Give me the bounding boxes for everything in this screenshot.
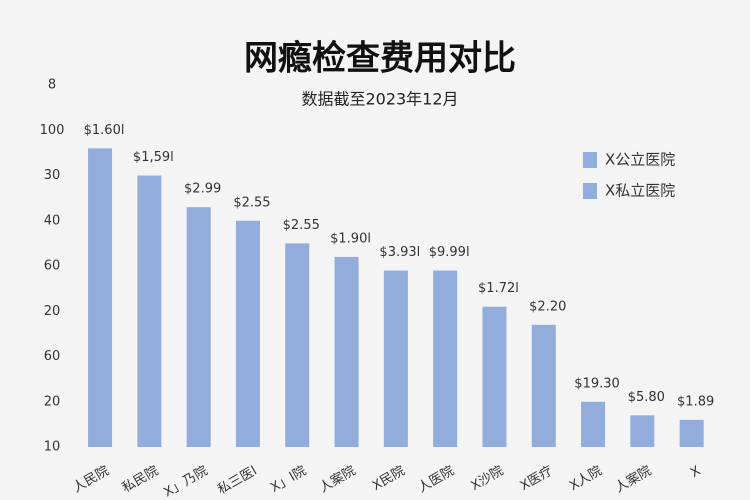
y-tick-label: 20 xyxy=(44,304,61,319)
bar xyxy=(630,415,655,447)
bar-annotation: $3.93l xyxy=(379,245,420,260)
bar xyxy=(433,270,458,447)
legend-label: X公立医院 xyxy=(605,151,675,169)
bar xyxy=(186,207,211,447)
bar-annotation: $2.99 xyxy=(184,182,221,197)
bar xyxy=(482,306,507,447)
bar-annotation: $9.99l xyxy=(429,245,470,260)
bar xyxy=(334,256,359,447)
bar-annotation: $19.30 xyxy=(574,376,620,391)
y-tick-label: 10 xyxy=(44,440,61,455)
y-tick-label: 40 xyxy=(44,213,61,228)
bar xyxy=(88,148,113,447)
bar-annotation: $2.20 xyxy=(529,299,566,314)
bar xyxy=(581,401,606,447)
bar xyxy=(383,270,408,447)
y-tick-label: 30 xyxy=(44,168,61,183)
bar xyxy=(679,419,704,447)
bar-annotation: $1.89 xyxy=(677,394,714,409)
bar xyxy=(235,220,260,447)
bar-annotation: $1.90l xyxy=(330,231,371,246)
y-tick-label: 8 xyxy=(48,78,56,93)
legend-swatch xyxy=(583,152,597,168)
bar-annotation: $2.55 xyxy=(283,218,320,233)
bar-annotation: $2.55 xyxy=(233,195,270,210)
y-tick-label: 100 xyxy=(40,123,65,138)
y-tick-label: 60 xyxy=(44,349,61,364)
bar-annotation: $1,59l xyxy=(133,150,174,165)
chart-title: 网瘾检查费用对比 xyxy=(244,39,516,79)
legend-swatch xyxy=(583,183,597,199)
legend-label: X私立医院 xyxy=(605,182,675,200)
y-tick-label: 20 xyxy=(44,394,61,409)
chart-subtitle: 数据截至2023年12月 xyxy=(301,90,458,109)
bar-annotation: $5.80 xyxy=(628,390,665,405)
bar-annotation: $1.72l xyxy=(478,281,519,296)
bar xyxy=(137,175,162,447)
y-tick-label: 60 xyxy=(44,259,61,274)
bar xyxy=(285,243,310,447)
bar xyxy=(531,324,556,447)
bar-annotation: $1.60l xyxy=(84,123,125,138)
